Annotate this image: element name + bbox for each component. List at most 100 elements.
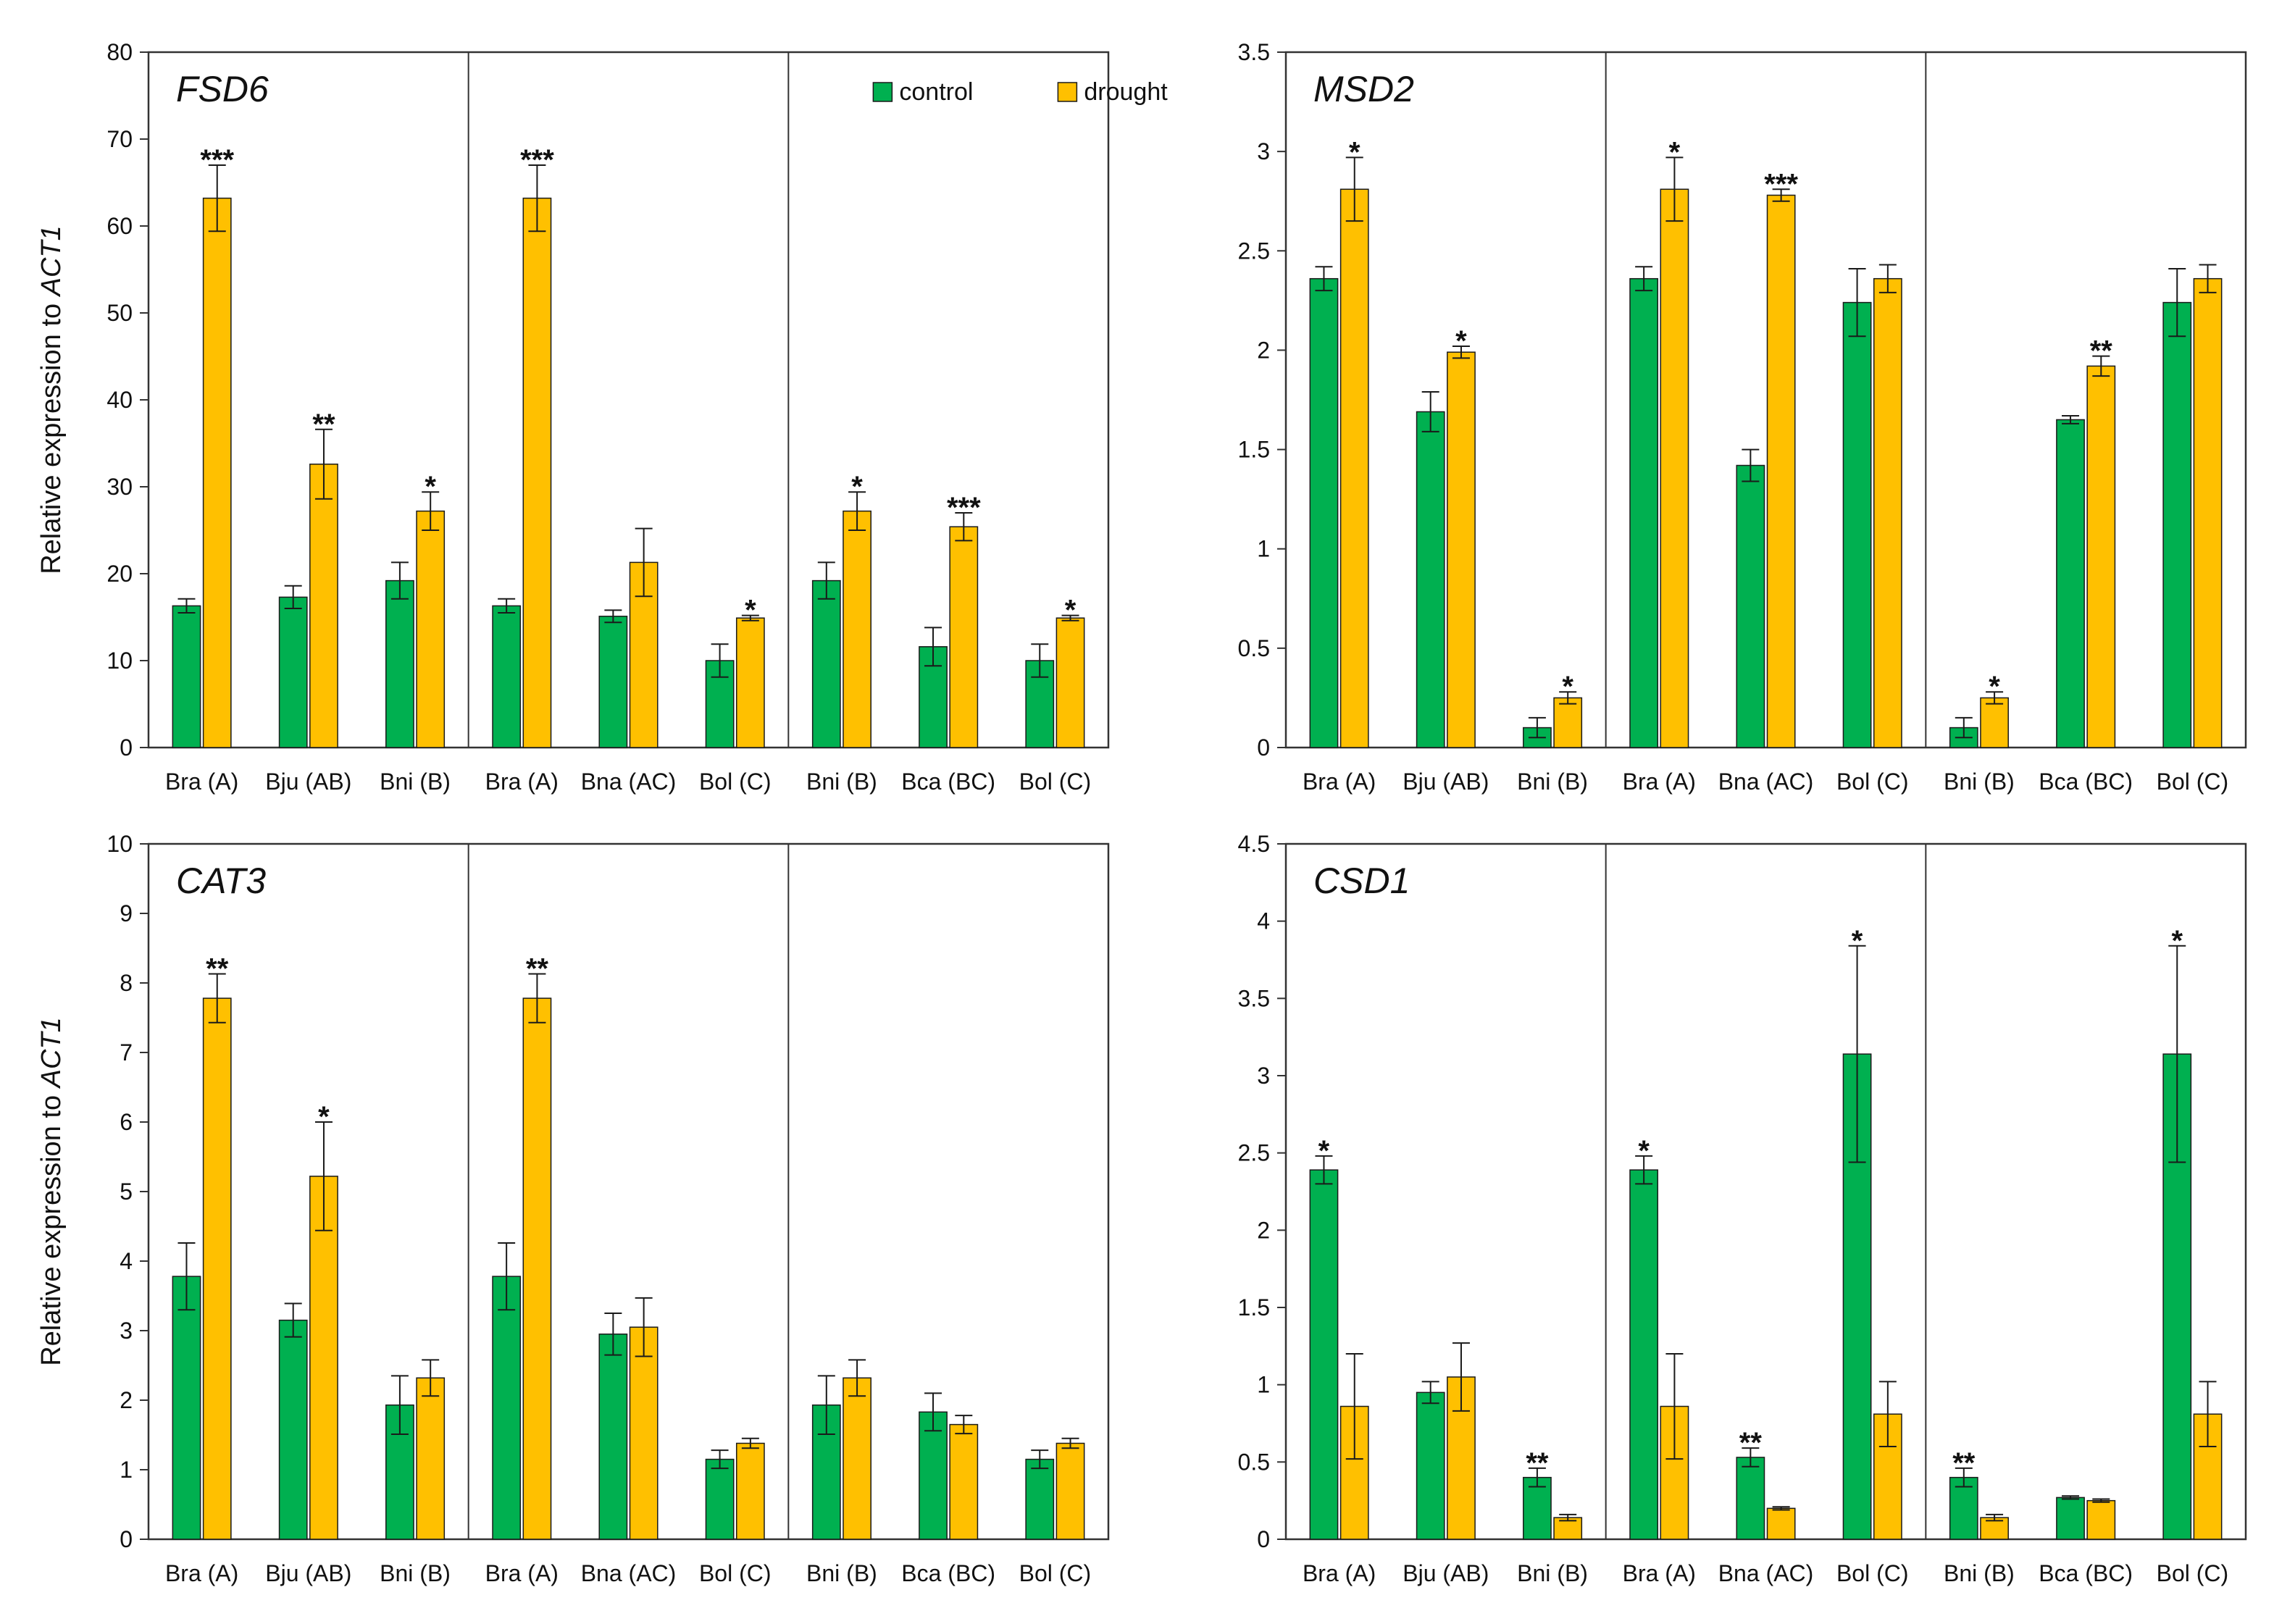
csd1-xtick-label: Bni (B) [1517, 1560, 1588, 1586]
fsd6-xtick-label: Bca (BC) [901, 769, 995, 795]
fsd6-ytick-label: 20 [106, 561, 133, 587]
msd2-significance-mark: * [1349, 136, 1360, 168]
csd1-xtick-label: Bju (AB) [1403, 1560, 1489, 1586]
csd1-ytick-label: 0 [1257, 1526, 1270, 1552]
csd1-xtick-label: Bra (A) [1623, 1560, 1696, 1586]
csd1-ytick-label: 3.5 [1238, 985, 1270, 1011]
msd2-bar-drought-bna-ac [1766, 194, 1796, 748]
msd2-bar-drought-bju-ab [1447, 351, 1476, 748]
fsd6-xtick-label: Bni (B) [380, 769, 451, 795]
fsd6-bar-drought-bol-c [735, 617, 765, 748]
legend-label-drought: drought [1084, 78, 1168, 106]
msd2-plot-frame [1284, 51, 2247, 749]
msd2-ytick-label: 3.5 [1238, 39, 1270, 65]
csd1-significance-mark: ** [1526, 1447, 1549, 1479]
csd1-ytick-label: 2 [1257, 1217, 1270, 1243]
cat3-bar-drought-bca-bc [949, 1423, 979, 1540]
csd1-bar-control-bra-a [1309, 1169, 1339, 1540]
fsd6-bar-drought-bra-a [202, 197, 232, 748]
msd2-significance-mark: * [1455, 325, 1467, 357]
csd1-plot-frame [1284, 842, 2247, 1541]
csd1-bar-control-bni-b [1949, 1476, 1978, 1540]
csd1-ytick-label: 4 [1257, 908, 1270, 934]
cat3-ytick-label: 1 [120, 1457, 133, 1483]
csd1-ytick-label: 0.5 [1238, 1449, 1270, 1475]
y-axis-label: Relative expression to ACT1 [36, 1017, 67, 1366]
fsd6-bar-drought-bca-bc [949, 526, 979, 748]
cat3-xtick-label: Bni (B) [380, 1560, 451, 1586]
msd2-bar-drought-bni-b [1980, 697, 2009, 748]
msd2-xtick-label: Bni (B) [1944, 769, 2015, 795]
msd2-xtick-label: Bra (A) [1303, 769, 1376, 795]
fsd6-significance-mark: * [1065, 595, 1077, 627]
fsd6-xtick-label: Bni (B) [806, 769, 877, 795]
cat3-bar-control-bol-c [705, 1458, 735, 1540]
fsd6-significance-mark: *** [947, 492, 981, 524]
fsd6-significance-mark: * [425, 471, 436, 503]
cat3-xtick-label: Bju (AB) [265, 1560, 351, 1586]
csd1-bar-control-bni-b [1523, 1476, 1552, 1540]
cat3-ytick-label: 3 [120, 1318, 133, 1344]
panel-msd2: 0 0.5 1 1.5 2 2.5 3 3.5 * Bra (A) * Bju (AB) * Bni (B… [1238, 39, 2247, 795]
msd2-significance-mark: ** [2090, 335, 2113, 367]
csd1-bar-control-bca-bc [2056, 1497, 2085, 1540]
cat3-xtick-label: Bra (A) [165, 1560, 238, 1586]
fsd6-bar-control-bna-ac [598, 616, 628, 748]
csd1-ytick-label: 4.5 [1238, 831, 1270, 857]
cat3-bar-control-bra-a [172, 1276, 201, 1540]
cat3-significance-mark: ** [526, 953, 549, 985]
panel-cat3: 0 1 2 3 4 5 6 7 8 9 10 ** Bra (A) * Bju (AB) Bni (B) ** B… [36, 831, 1110, 1586]
msd2-ytick-label: 2.5 [1238, 238, 1270, 264]
cat3-xtick-label: Bca (BC) [901, 1560, 995, 1586]
cat3-ytick-label: 9 [120, 900, 133, 926]
fsd6-ytick-label: 50 [106, 300, 133, 326]
msd2-bar-drought-bol-c [2193, 277, 2223, 748]
fsd6-significance-mark: * [851, 471, 863, 503]
legend-swatch-control [872, 82, 893, 102]
cat3-bar-drought-bra-a [522, 997, 552, 1540]
cat3-xtick-label: Bni (B) [806, 1560, 877, 1586]
fsd6-ytick-label: 40 [106, 387, 133, 413]
csd1-significance-mark: ** [1952, 1447, 1976, 1479]
fsd6-bar-control-bju-ab [278, 596, 308, 748]
fsd6-significance-mark: *** [200, 144, 234, 176]
msd2-bar-control-bol-c [1842, 301, 1872, 748]
fsd6-xtick-label: Bna (AC) [581, 769, 677, 795]
msd2-bar-drought-bra-a [1339, 188, 1369, 748]
fsd6-ytick-label: 10 [106, 648, 133, 674]
msd2-xtick-label: Bol (C) [2157, 769, 2229, 795]
fsd6-ytick-label: 70 [106, 126, 133, 152]
legend-label-control: control [899, 78, 973, 106]
fsd6-xtick-label: Bra (A) [485, 769, 559, 795]
msd2-bar-control-bca-bc [2056, 419, 2085, 748]
msd2-xtick-label: Bna (AC) [1718, 769, 1814, 795]
msd2-significance-mark: * [1989, 671, 2000, 703]
fsd6-ytick-label: 30 [106, 474, 133, 500]
csd1-ytick-label: 3 [1257, 1063, 1270, 1089]
y-axis-label-prefix: Relative expression to [36, 296, 67, 574]
msd2-bar-drought-bni-b [1553, 697, 1583, 748]
msd2-bar-control-bol-c [2162, 301, 2192, 748]
csd1-significance-mark: ** [1739, 1427, 1763, 1459]
fsd6-bar-drought-bol-c [1056, 617, 1085, 748]
cat3-bar-control-bca-bc [919, 1411, 948, 1540]
msd2-bar-control-bna-ac [1736, 464, 1765, 748]
csd1-xtick-label: Bol (C) [1836, 1560, 1909, 1586]
csd1-significance-mark: * [1638, 1135, 1650, 1167]
cat3-ytick-label: 10 [106, 831, 133, 857]
fsd6-significance-mark: *** [520, 144, 554, 176]
msd2-xtick-label: Bju (AB) [1403, 769, 1489, 795]
msd2-xtick-label: Bra (A) [1623, 769, 1696, 795]
y-axis-label: Relative expression to ACT1 [36, 225, 67, 574]
fsd6-bar-drought-bni-b [416, 510, 446, 748]
cat3-ytick-label: 0 [120, 1526, 133, 1552]
msd2-ytick-label: 1 [1257, 536, 1270, 562]
msd2-ytick-label: 2 [1257, 337, 1270, 363]
cat3-ytick-label: 6 [120, 1109, 133, 1135]
fsd6-xtick-label: Bol (C) [699, 769, 772, 795]
msd2-significance-mark: *** [1764, 168, 1798, 200]
fsd6-bar-control-bni-b [811, 579, 841, 748]
csd1-ytick-label: 2.5 [1238, 1140, 1270, 1166]
panel-csd1: 00.511.522.533.544.5*Bra (A) Bju (AB)**Bn… [1238, 831, 2247, 1586]
